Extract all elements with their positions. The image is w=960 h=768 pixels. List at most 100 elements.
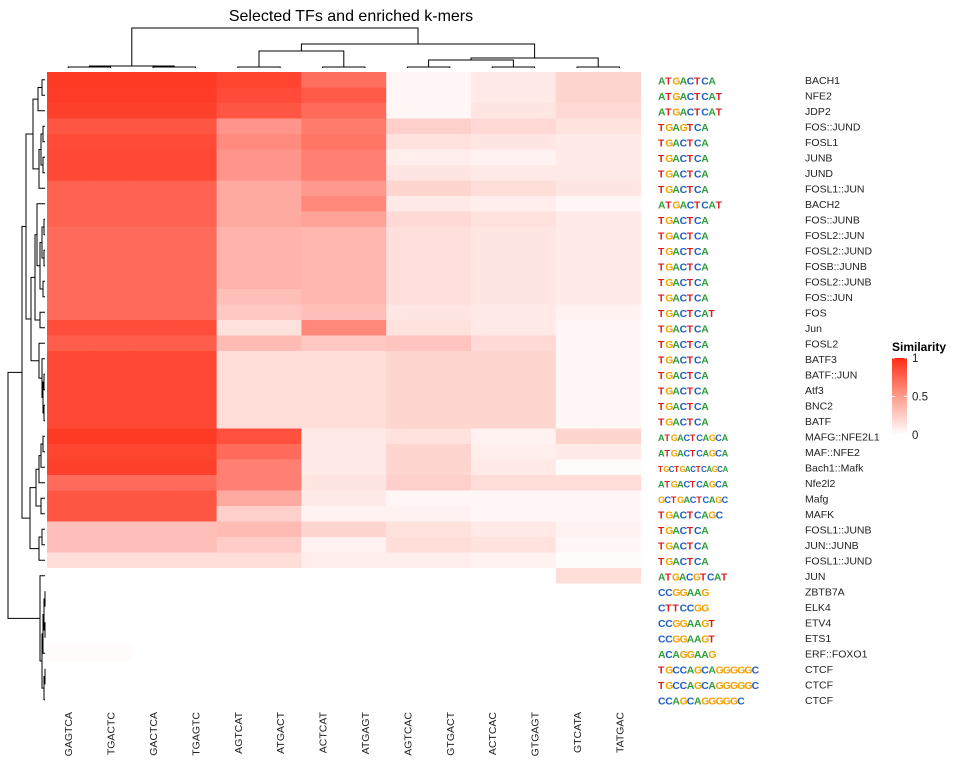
heatmap-cell	[343, 335, 387, 352]
heatmap-cell	[513, 118, 557, 135]
heatmap-cell	[216, 630, 260, 646]
heatmap-cell	[259, 196, 302, 212]
heatmap-cell	[301, 304, 345, 321]
row-label: FOSL2::JUN	[805, 230, 865, 242]
heatmap-cell	[471, 506, 514, 522]
heatmap-cell	[428, 304, 472, 321]
motif-logo-letter: C	[694, 139, 702, 150]
heatmap-cell	[301, 258, 345, 274]
heatmap-cell	[471, 335, 514, 352]
heatmap-cell	[174, 103, 217, 119]
motif-logo-letter: A	[694, 650, 702, 661]
motif-logo-letter: G	[730, 666, 738, 677]
row-dendrogram-branch	[38, 149, 45, 189]
heatmap-cell	[259, 645, 302, 662]
heatmap-cell	[513, 382, 557, 398]
heatmap-cell	[301, 552, 345, 569]
heatmap-cell	[555, 506, 599, 522]
motif-logo-letter: G	[672, 201, 680, 212]
heatmap-cell	[513, 103, 557, 119]
heatmap-cell	[428, 599, 472, 615]
heatmap-cell	[598, 196, 641, 212]
motif-logo-letter: A	[658, 108, 666, 119]
row-label: FOS::JUN	[805, 292, 853, 304]
heatmap-cell	[428, 428, 472, 445]
motif-logo-letter: A	[672, 557, 680, 568]
heatmap-cell	[131, 87, 175, 104]
heatmap-cell	[131, 366, 175, 383]
motif-logo-letter: C	[680, 557, 688, 568]
heatmap-cell	[555, 196, 599, 212]
motif-logo-letter: C	[701, 681, 709, 692]
heatmap-cell	[343, 87, 387, 104]
motif-logo-letter: C	[752, 681, 760, 692]
motif-logo-letter: G	[701, 588, 709, 599]
motif-logo-letter: C	[694, 356, 702, 367]
heatmap-cell	[259, 72, 302, 88]
heatmap-cell	[259, 227, 302, 243]
row-label: CTCF	[805, 664, 833, 676]
heatmap-cell	[598, 428, 641, 445]
heatmap-cell	[47, 149, 90, 166]
heatmap-cell	[386, 521, 429, 538]
heatmap-cell	[47, 521, 90, 538]
heatmap-cell	[513, 444, 557, 460]
row-dendrogram-branch	[43, 218, 45, 236]
heatmap-cell	[598, 149, 641, 166]
heatmap-cell	[513, 583, 557, 600]
motif-logo-letter: G	[712, 465, 718, 474]
motif-logo-letter: G	[665, 681, 673, 692]
column-label: ACTCAT	[318, 711, 330, 753]
motif-logo-letter: A	[694, 619, 702, 630]
motif-logo-letter: T	[687, 387, 694, 398]
motif-logo-letter: A	[694, 635, 702, 646]
heatmap-cell	[174, 599, 217, 615]
motif-logo-letter: G	[723, 666, 731, 677]
motif-logo-letter: G	[665, 511, 673, 522]
motif-logo-letter: C	[680, 170, 688, 181]
heatmap-cell	[174, 227, 217, 243]
motif-logo-letter: G	[671, 449, 678, 459]
heatmap-cell	[428, 490, 472, 507]
heatmap-cell	[216, 552, 260, 569]
heatmap-cell	[471, 583, 514, 600]
heatmap-cell	[174, 506, 217, 522]
column-dendrogram-branch	[322, 66, 366, 68]
heatmap-cell	[47, 103, 90, 119]
heatmap-cell	[428, 242, 472, 259]
heatmap-cell	[343, 676, 387, 693]
motif-logo-letter: A	[672, 371, 680, 382]
heatmap-cell	[555, 242, 599, 259]
heatmap-cell	[301, 645, 345, 662]
heatmap-cell	[259, 568, 302, 584]
heatmap-cell	[428, 676, 472, 693]
heatmap-cell	[174, 676, 217, 693]
heatmap-cell	[386, 118, 429, 135]
heatmap-cell	[386, 428, 429, 445]
motif-logo-letter: G	[716, 697, 724, 708]
heatmap-cell	[174, 196, 217, 212]
heatmap-cell	[471, 72, 514, 88]
row-label: FOSL1::JUN	[805, 183, 865, 195]
heatmap-cell	[174, 568, 217, 584]
heatmap-cell	[301, 490, 345, 507]
motif-logo-letter: C	[680, 542, 688, 553]
heatmap-cell	[471, 552, 514, 569]
motif-logo-letter: C	[684, 433, 691, 443]
heatmap-cell	[216, 583, 260, 600]
heatmap-cell	[47, 304, 90, 321]
motif-logo-letter: C	[658, 604, 666, 615]
row-labels: BACH1NFE2JDP2FOS::JUNDFOSL1JUNBJUNDFOSL1…	[805, 75, 880, 707]
motif-logo-letter: T	[687, 511, 694, 522]
row-label: FOSL1	[805, 137, 838, 149]
column-labels: GAGTCA TGACTC GACTCA TGAGTC AGTCAT ATGACT ACTC…	[63, 711, 626, 756]
motif-logo-letter: T	[708, 635, 715, 646]
heatmap-cell	[598, 304, 641, 321]
motif-logo-letter: A	[701, 185, 709, 196]
motif-logo-letter: T	[694, 108, 701, 119]
